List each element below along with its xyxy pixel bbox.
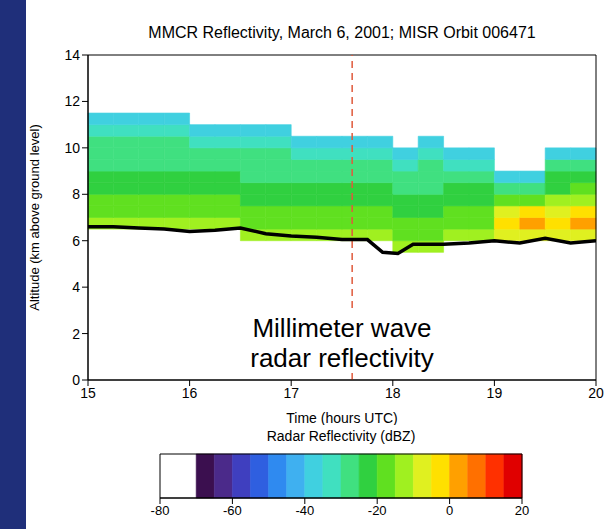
svg-text:Time (hours UTC): Time (hours UTC) bbox=[286, 410, 398, 425]
svg-text:17: 17 bbox=[283, 385, 299, 401]
svg-text:8: 8 bbox=[72, 186, 80, 202]
svg-text:0: 0 bbox=[72, 372, 80, 388]
svg-text:-40: -40 bbox=[295, 503, 314, 518]
html-text:MMCR Reflectivity, March 6, 20: MMCR Reflectivity, March 6, 2001; MISR O… bbox=[148, 24, 536, 41]
html-text:Radar Reflectivity (dBZ): Radar Reflectivity (dBZ) bbox=[266, 428, 416, 444]
html-text:Millimeter wave: Millimeter wave bbox=[252, 312, 432, 343]
svg-text:2: 2 bbox=[72, 326, 80, 342]
html-text:radar reflectivity: radar reflectivity bbox=[250, 342, 434, 373]
svg-text:20: 20 bbox=[588, 385, 604, 401]
svg-text:-80: -80 bbox=[151, 503, 170, 518]
svg-text:14: 14 bbox=[64, 47, 80, 63]
svg-text:6: 6 bbox=[72, 233, 80, 249]
svg-text:12: 12 bbox=[64, 93, 80, 109]
svg-text:10: 10 bbox=[64, 140, 80, 156]
svg-text:16: 16 bbox=[182, 385, 198, 401]
svg-text:19: 19 bbox=[487, 385, 503, 401]
svg-text:Altitude (km above ground leve: Altitude (km above ground level) bbox=[27, 124, 42, 310]
svg-text:-20: -20 bbox=[368, 503, 387, 518]
svg-text:-60: -60 bbox=[223, 503, 242, 518]
svg-text:0: 0 bbox=[446, 503, 453, 518]
svg-text:20: 20 bbox=[515, 503, 529, 518]
svg-text:18: 18 bbox=[385, 385, 401, 401]
svg-text:15: 15 bbox=[80, 385, 96, 401]
svg-text:4: 4 bbox=[72, 279, 80, 295]
